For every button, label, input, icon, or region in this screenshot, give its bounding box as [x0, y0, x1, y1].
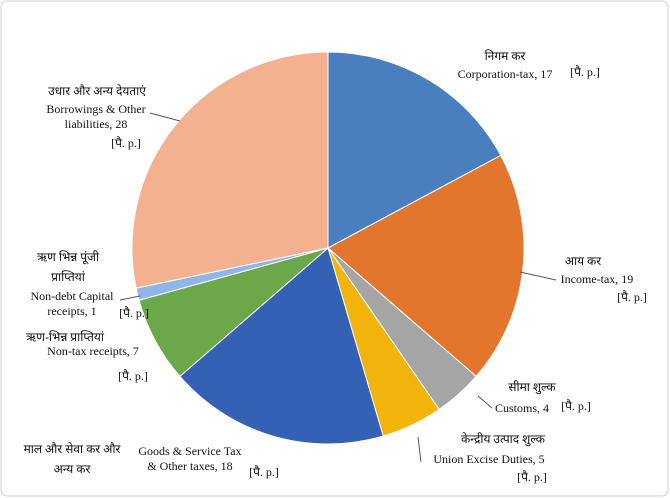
slice-value-label: Customs, 4: [495, 401, 549, 415]
source-note: [पै. p.]: [570, 65, 600, 79]
pie-slice: [327, 51, 502, 249]
slice-label-hindi: ऋण-भिन्न प्राप्तियां: [26, 330, 105, 344]
slice-label-hindi: प्राप्तियां: [51, 270, 86, 284]
slice-value-label: liabilities, 28: [65, 117, 128, 131]
slice-label-hindi: अन्य कर: [54, 462, 92, 476]
slice-value-label: & Other taxes, 18: [147, 459, 232, 473]
slice-value-label: Corporation-tax, 17: [458, 67, 553, 81]
pie-slice: [327, 154, 525, 378]
source-note: [पै. p.]: [517, 470, 547, 484]
slice-label-hindi: माल और सेवा कर और: [24, 442, 122, 456]
leader-line: [119, 295, 141, 301]
slice-value-label: Goods & Service Tax: [138, 444, 241, 458]
slice-value-label: Borrowings & Other: [46, 102, 145, 116]
slice-label-hindi: आय कर: [565, 254, 602, 268]
slice-label-hindi: ऋण भिन्न पूंजी: [37, 250, 100, 265]
leader-line: [519, 271, 557, 281]
source-note: [पै. p.]: [617, 290, 647, 304]
source-note: [पै. p.]: [249, 465, 279, 479]
source-note: [पै. p.]: [119, 306, 149, 320]
slice-label-hindi: केन्द्रीय उत्पाद शुल्क: [461, 432, 546, 447]
slice-value-label: Non-debt Capital: [31, 289, 115, 303]
leader-line: [149, 112, 181, 122]
slice-value-label: receipts, 1: [47, 304, 96, 318]
slice-value-label: Income-tax, 19: [561, 272, 634, 286]
leader-line: [477, 395, 493, 409]
slice-value-label: Union Excise Duties, 5: [433, 452, 544, 466]
source-note: [पै. p.]: [118, 369, 148, 383]
source-note: [पै. p.]: [561, 399, 591, 413]
slice-label-hindi: सीमा शुल्क: [508, 380, 556, 395]
source-note: [पै. p.]: [111, 136, 141, 150]
leader-line: [417, 436, 422, 463]
slice-label-hindi: निगम कर: [485, 49, 527, 63]
pie-slice: [131, 51, 329, 289]
pie-slice: [179, 247, 384, 445]
slice-value-label: Non-tax receipts, 7: [47, 344, 139, 358]
slice-label-hindi: उधार और अन्य देयताएं: [48, 84, 146, 98]
